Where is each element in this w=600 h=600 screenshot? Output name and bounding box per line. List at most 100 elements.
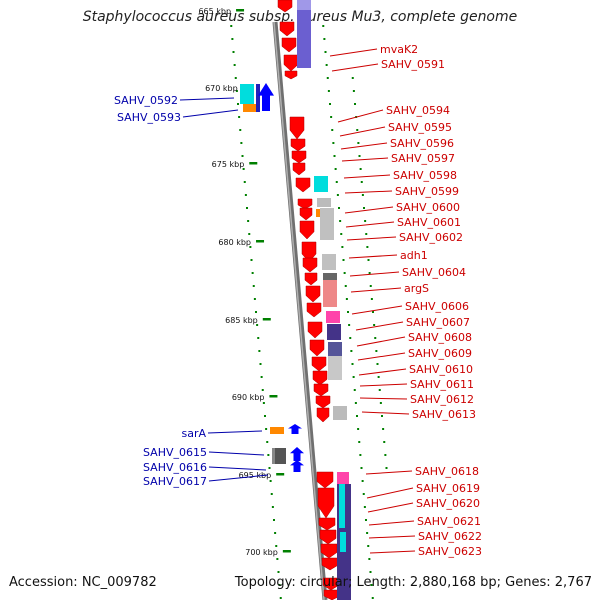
- forward-gene-arrow: [313, 383, 329, 397]
- gene-label-forward: SAHV_0613: [412, 408, 476, 421]
- dot-far-right: [358, 155, 361, 157]
- gene-label-forward: SAHV_0618: [415, 465, 479, 478]
- gene-label-forward: SAHV_0620: [416, 497, 480, 510]
- gene-label-forward: SAHV_0607: [406, 316, 470, 329]
- gene-label-reverse: SAHV_0616: [143, 461, 207, 474]
- dot-left: [248, 233, 251, 235]
- salmon-feature: [323, 273, 337, 307]
- summary-text: Topology: circular; Length: 2,880,168 bp…: [234, 575, 592, 590]
- dot-left: [242, 168, 245, 170]
- dot-far-right: [374, 337, 377, 339]
- dot-far-right: [382, 428, 385, 430]
- forward-gene-arrow: [297, 198, 313, 210]
- leader-line: [182, 109, 239, 118]
- leader-line: [358, 368, 407, 376]
- leader-line: [349, 271, 400, 277]
- dark-feature: [323, 273, 337, 280]
- leader-line: [367, 502, 414, 513]
- genome-backbone: [272, 21, 328, 600]
- leader-line: [356, 336, 406, 347]
- tick-label: 700 kbp: [245, 548, 278, 557]
- forward-gene-arrow: [315, 395, 331, 409]
- gene-label-forward: SAHV_0591: [381, 58, 445, 71]
- gene-label-forward: SAHV_0610: [409, 363, 473, 376]
- dot-far-right: [375, 350, 378, 352]
- dot-left: [231, 38, 234, 40]
- dot-left: [260, 376, 263, 378]
- tick-label: 680 kbp: [218, 238, 251, 247]
- dot-far-right: [379, 402, 382, 404]
- gene-label-forward: SAHV_0621: [417, 515, 481, 528]
- cyan-feature: [339, 484, 345, 528]
- leader-line: [359, 383, 408, 387]
- forward-gene-arrow: [302, 257, 318, 273]
- genome-backbone-highlight: [273, 21, 325, 600]
- forward-gene-arrow: [316, 407, 330, 423]
- leader-line: [351, 305, 403, 315]
- dot-right: [367, 545, 370, 547]
- dot-right: [325, 64, 328, 66]
- dot-left: [241, 155, 244, 157]
- leader-line: [340, 142, 388, 150]
- leader-line: [329, 48, 378, 57]
- leader-line: [366, 487, 414, 499]
- leader-line: [365, 470, 413, 475]
- dot-far-right: [372, 311, 374, 313]
- dot-far-right: [383, 441, 386, 443]
- dot-right: [354, 402, 357, 404]
- dot-right: [347, 311, 349, 313]
- dot-left: [244, 194, 247, 196]
- pink-feature: [326, 311, 340, 323]
- blue-feature-bar: [297, 0, 311, 10]
- purple-feature: [327, 324, 341, 340]
- forward-gene-arrow: [316, 471, 334, 489]
- dot-left: [272, 519, 275, 521]
- gene-label-forward: SAHV_0594: [386, 104, 450, 117]
- dot-left: [238, 116, 241, 118]
- dot-right: [368, 558, 371, 560]
- forward-gene-arrow: [299, 207, 313, 221]
- dot-right: [338, 207, 341, 209]
- feature-group: [240, 0, 351, 600]
- forward-gene-arrow: [309, 339, 325, 357]
- gene-label-forward: SAHV_0601: [397, 216, 461, 229]
- forward-gene-arrow: [281, 37, 297, 53]
- dot-right: [333, 155, 336, 157]
- tick-mark: [262, 318, 271, 321]
- forward-gene-arrow: [295, 177, 311, 193]
- gene-label-forward: SAHV_0609: [408, 347, 472, 360]
- dot-far-right: [385, 467, 388, 469]
- dot-right: [352, 376, 355, 378]
- forward-gene-arrow: [306, 302, 322, 318]
- dot-left: [267, 454, 270, 456]
- tick-mark: [276, 473, 285, 476]
- forward-gene-arrow: [311, 356, 327, 372]
- forward-gene-arrow: [299, 220, 315, 240]
- leader-line: [207, 430, 263, 434]
- gene-label-forward: SAHV_0604: [402, 266, 466, 279]
- orange-feature: [270, 427, 284, 434]
- leader-line: [331, 63, 379, 72]
- dot-right: [335, 181, 338, 183]
- dot-left: [255, 311, 257, 313]
- gene-label-forward: SAHV_0595: [388, 121, 452, 134]
- dot-far-right: [370, 298, 373, 300]
- leader-line: [350, 287, 402, 293]
- tick-mark: [256, 240, 265, 243]
- tick-mark: [249, 162, 258, 165]
- dot-right: [371, 597, 374, 599]
- dot-right: [349, 337, 352, 339]
- dot-left: [270, 493, 273, 495]
- dot-right: [360, 467, 363, 469]
- forward-gene-arrow: [277, 0, 293, 13]
- dot-left: [266, 441, 269, 443]
- tick-mark: [269, 395, 278, 398]
- dot-far-right: [361, 194, 364, 196]
- orange-feature: [243, 104, 257, 112]
- blue-feature: [256, 84, 260, 112]
- dot-left: [269, 480, 272, 482]
- gene-label-forward: mvaK2: [380, 43, 418, 56]
- dot-left: [278, 584, 281, 586]
- leader-line: [368, 520, 415, 526]
- dot-left: [276, 558, 279, 560]
